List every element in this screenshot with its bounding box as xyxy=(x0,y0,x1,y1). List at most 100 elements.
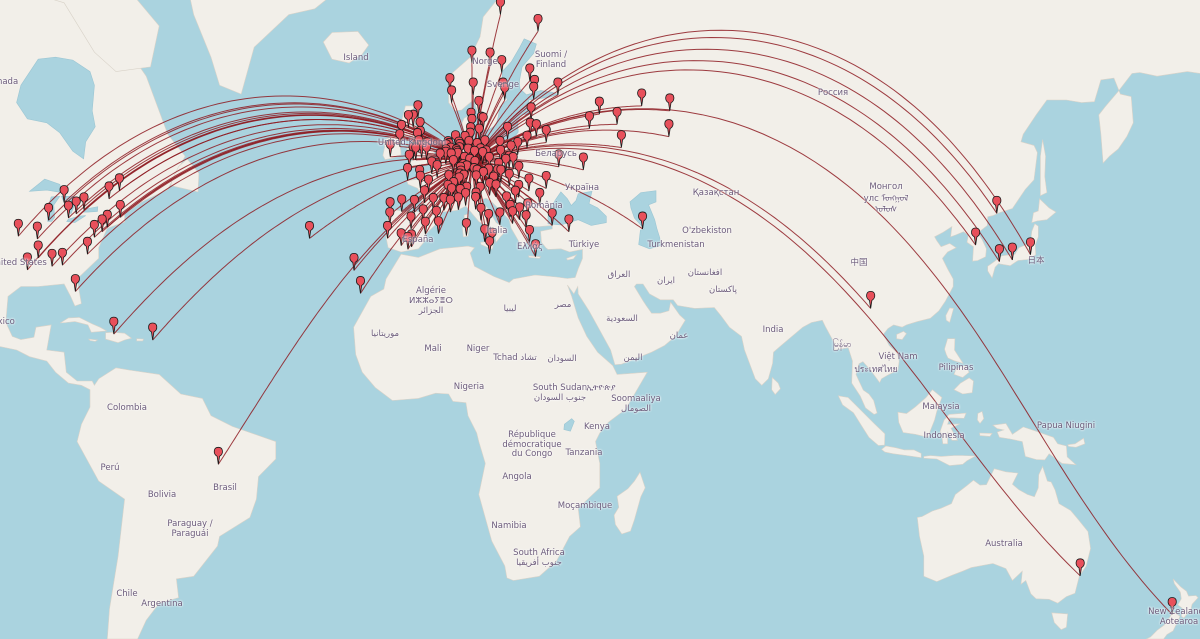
map-marker[interactable] xyxy=(994,244,1004,262)
map-marker[interactable] xyxy=(13,218,23,237)
map-marker[interactable] xyxy=(1075,558,1085,576)
map-marker[interactable] xyxy=(395,129,405,147)
map-marker[interactable] xyxy=(33,240,43,258)
map-marker[interactable] xyxy=(104,181,114,199)
map-marker[interactable] xyxy=(305,221,314,239)
map-marker[interactable] xyxy=(480,135,490,153)
map-marker[interactable] xyxy=(32,221,42,240)
map-marker[interactable] xyxy=(445,73,455,91)
map-marker[interactable] xyxy=(522,130,532,149)
map-marker[interactable] xyxy=(115,199,125,218)
map-marker[interactable] xyxy=(529,81,539,100)
map-marker[interactable] xyxy=(447,183,457,201)
map-marker[interactable] xyxy=(435,148,445,166)
map-marker[interactable] xyxy=(495,0,505,15)
map-marker[interactable] xyxy=(57,247,67,266)
map-marker[interactable] xyxy=(594,96,604,115)
map-marker[interactable] xyxy=(403,163,413,181)
map-marker[interactable] xyxy=(403,110,413,128)
map-marker[interactable] xyxy=(79,192,89,210)
map-marker[interactable] xyxy=(447,85,457,103)
map-marker[interactable] xyxy=(406,211,416,229)
map-marker[interactable] xyxy=(71,196,81,214)
map-marker[interactable] xyxy=(461,218,471,236)
map-marker[interactable] xyxy=(506,140,516,158)
map-marker[interactable] xyxy=(525,225,535,243)
map-marker[interactable] xyxy=(524,173,534,191)
map-marker[interactable] xyxy=(510,185,520,204)
map-marker[interactable] xyxy=(349,252,359,271)
map-marker[interactable] xyxy=(533,13,543,32)
map-marker[interactable] xyxy=(433,216,443,234)
map-marker[interactable] xyxy=(637,88,647,106)
map-marker[interactable] xyxy=(523,198,533,216)
map-marker[interactable] xyxy=(385,207,395,225)
map-marker[interactable] xyxy=(612,106,622,125)
map-marker[interactable] xyxy=(471,170,481,188)
map-marker[interactable] xyxy=(1026,237,1035,255)
map-marker[interactable] xyxy=(411,142,421,161)
map-marker[interactable] xyxy=(484,208,494,227)
map-marker[interactable] xyxy=(487,227,497,246)
map-marker[interactable] xyxy=(502,191,512,209)
map-marker[interactable] xyxy=(44,202,54,221)
map-marker[interactable] xyxy=(514,161,524,179)
map-marker[interactable] xyxy=(415,170,425,189)
map-marker[interactable] xyxy=(422,142,432,160)
map-marker[interactable] xyxy=(508,206,518,224)
map-marker[interactable] xyxy=(547,208,557,226)
map-marker[interactable] xyxy=(114,173,124,191)
map-marker[interactable] xyxy=(564,214,574,232)
map-marker[interactable] xyxy=(554,149,564,167)
map-marker[interactable] xyxy=(432,160,442,178)
map-marker[interactable] xyxy=(497,55,507,73)
map-marker[interactable] xyxy=(638,211,648,229)
map-marker[interactable] xyxy=(665,93,675,111)
map-marker[interactable] xyxy=(419,185,429,203)
map-marker[interactable] xyxy=(866,291,876,309)
map-marker[interactable] xyxy=(1167,597,1177,615)
map-marker[interactable] xyxy=(97,214,107,232)
map-marker[interactable] xyxy=(495,207,505,225)
map-marker[interactable] xyxy=(385,139,395,157)
map-marker[interactable] xyxy=(484,151,494,170)
map-marker[interactable] xyxy=(453,192,463,210)
map-marker[interactable] xyxy=(409,194,419,213)
map-marker[interactable] xyxy=(467,45,477,64)
map-marker[interactable] xyxy=(420,216,430,235)
map-marker[interactable] xyxy=(397,194,407,212)
map-marker[interactable] xyxy=(431,205,441,224)
map-marker[interactable] xyxy=(213,446,223,465)
map-marker[interactable] xyxy=(531,119,541,137)
map-marker[interactable] xyxy=(471,191,481,210)
map-marker[interactable] xyxy=(504,168,514,187)
map-marker[interactable] xyxy=(445,194,455,213)
map-marker[interactable] xyxy=(404,149,414,168)
map-marker[interactable] xyxy=(59,185,69,203)
map-marker[interactable] xyxy=(448,155,458,173)
map-marker[interactable] xyxy=(526,102,536,120)
map-marker[interactable] xyxy=(491,179,501,197)
map-marker[interactable] xyxy=(992,195,1002,214)
map-marker[interactable] xyxy=(971,227,981,246)
map-marker[interactable] xyxy=(503,121,513,140)
map-marker[interactable] xyxy=(474,95,484,114)
map-marker[interactable] xyxy=(470,145,480,164)
map-marker[interactable] xyxy=(531,239,541,257)
map-marker[interactable] xyxy=(403,231,413,250)
map-marker[interactable] xyxy=(385,197,395,215)
map-marker[interactable] xyxy=(468,77,478,95)
map-marker[interactable] xyxy=(541,171,551,189)
map-marker[interactable] xyxy=(485,236,495,254)
map-marker[interactable] xyxy=(553,77,563,95)
map-marker[interactable] xyxy=(418,204,428,222)
map-marker[interactable] xyxy=(478,112,488,130)
map-marker[interactable] xyxy=(495,135,505,154)
map-marker[interactable] xyxy=(485,47,495,66)
map-marker[interactable] xyxy=(47,248,57,267)
map-marker[interactable] xyxy=(476,202,486,221)
map-marker[interactable] xyxy=(1007,242,1017,261)
map-marker[interactable] xyxy=(82,236,92,255)
map-marker[interactable] xyxy=(474,123,484,142)
